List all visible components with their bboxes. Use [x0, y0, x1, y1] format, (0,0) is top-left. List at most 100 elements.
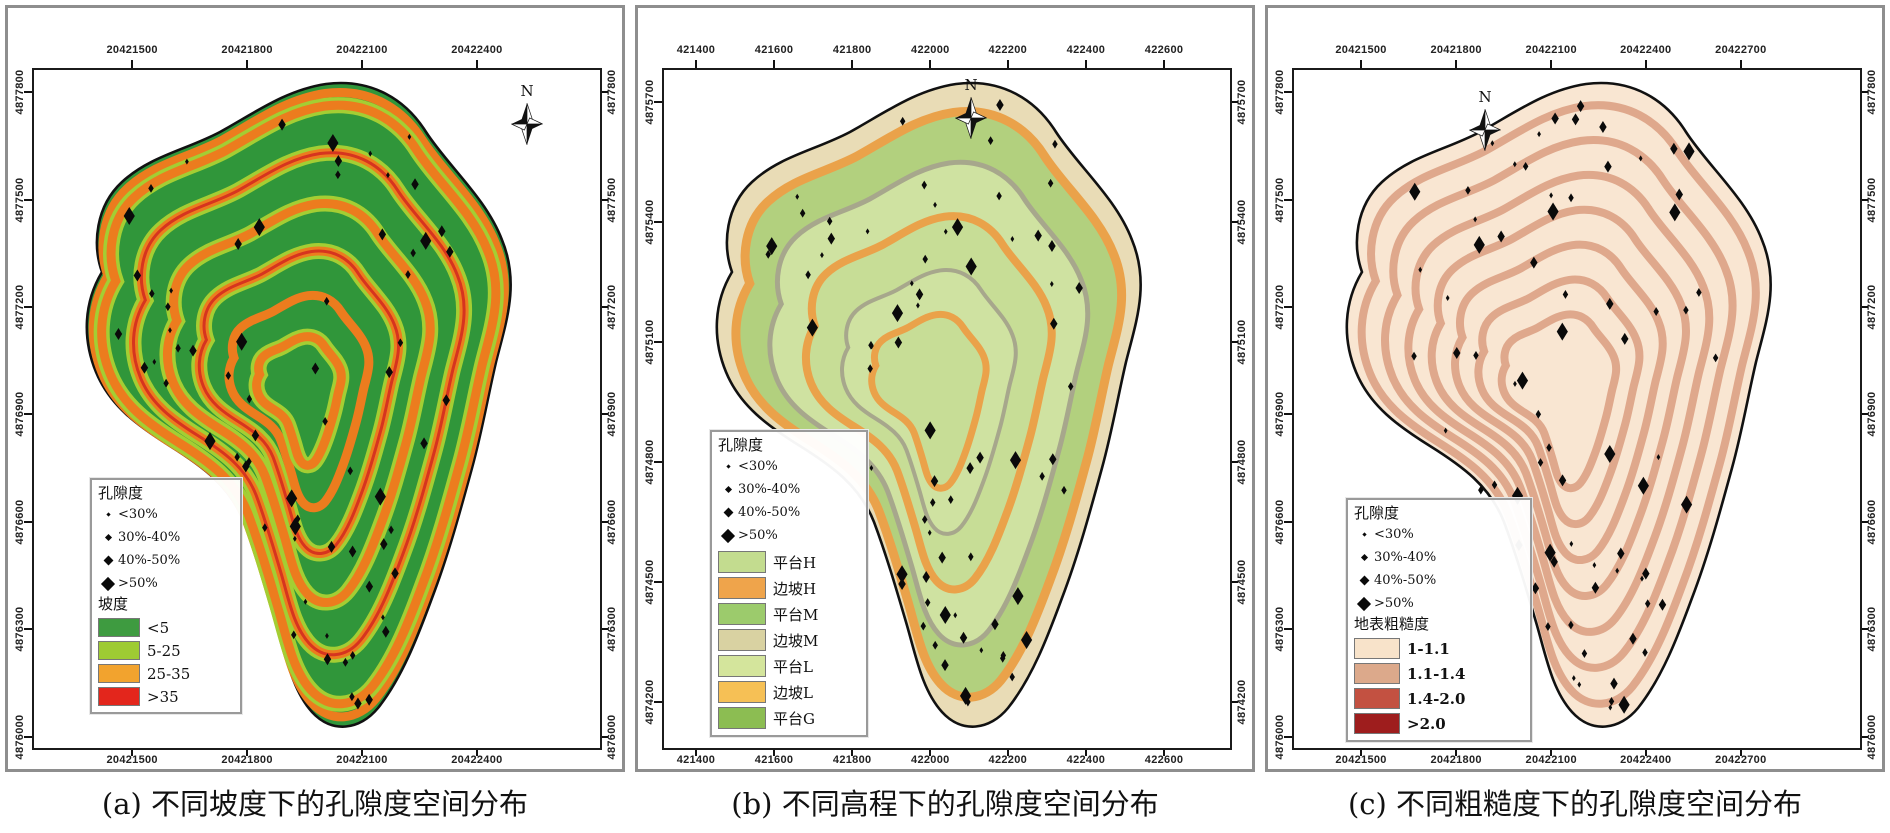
sample-point [999, 653, 1006, 663]
sample-point [382, 625, 390, 638]
sample-point [438, 225, 446, 238]
axis-tick [1284, 735, 1292, 738]
legend-class-item: 边坡H [718, 577, 860, 599]
legend-point-item: <30% [98, 503, 234, 526]
sample-point [1052, 139, 1058, 149]
sample-point [175, 343, 181, 353]
sample-point [335, 170, 341, 180]
legend-points-title: 孔隙度 [718, 436, 764, 454]
axis-tick [1860, 628, 1868, 631]
axis-tick [24, 628, 32, 631]
sample-point [446, 245, 454, 258]
axis-tick [600, 413, 608, 416]
axis-tick [1455, 60, 1458, 68]
sample-point [1556, 322, 1568, 341]
sample-point [1443, 427, 1448, 434]
sample-point [1680, 495, 1693, 514]
legend-class-item: 5-25 [98, 641, 234, 660]
legend-point-item: >50% [98, 572, 234, 595]
sample-point [442, 394, 450, 407]
legend-box: 孔隙度 <30% 30%-40% 40%-50% >50% 地表粗糙度 1-1.1 1.1-1… [1346, 498, 1532, 742]
sample-point [1604, 445, 1616, 464]
porosity-diamond-icon [98, 533, 118, 542]
legend-swatch [718, 707, 766, 729]
sample-point [152, 358, 157, 365]
axis-tick [1550, 60, 1553, 68]
sample-point [1531, 582, 1540, 595]
contour-ring [1357, 101, 1760, 708]
legend-class-label: 1.4-2.0 [1407, 689, 1466, 708]
axis-tick [1284, 413, 1292, 416]
sample-point [262, 523, 268, 532]
sample-point [1642, 567, 1650, 580]
legend-point-label: 40%-50% [738, 505, 801, 520]
axis-tick [851, 748, 854, 756]
map-canvas [1345, 81, 1772, 728]
sample-point [1577, 681, 1582, 688]
sample-point [996, 191, 1002, 201]
legend-classes-title: 坡度 [98, 595, 129, 613]
sample-point [987, 136, 994, 146]
sample-point [765, 249, 771, 259]
legend-class-item: >2.0 [1354, 713, 1524, 734]
sample-point [388, 525, 394, 535]
sample-point [1592, 562, 1597, 569]
sample-point [1571, 675, 1576, 682]
legend-class-item: 25-35 [98, 664, 234, 683]
legend-swatch [1354, 688, 1400, 709]
contour-ring [252, 332, 346, 470]
sample-point [294, 514, 301, 524]
x-axis-label-top: 20422100 [336, 44, 388, 56]
north-arrow: N [1462, 90, 1508, 161]
legend-point-label: >50% [1374, 596, 1414, 611]
legend-class-label: 边坡L [773, 683, 813, 702]
legend-points-title: 孔隙度 [98, 484, 144, 502]
plot-area: N 孔隙度 <30% 30%-40% 40%-50% >50% 地表粗糙度 1-1.1 1.1-… [1292, 68, 1862, 750]
legend-point-label: 40%-50% [1374, 573, 1437, 588]
sample-point [1009, 672, 1015, 682]
axis-tick [600, 198, 608, 201]
sample-point [349, 650, 356, 660]
axis-tick [360, 60, 363, 68]
sample-point [334, 154, 343, 167]
sample-point [325, 632, 329, 639]
sample-point [1497, 230, 1505, 243]
sample-point [168, 327, 172, 334]
sample-point [1067, 382, 1074, 391]
sample-point [1537, 131, 1541, 138]
sample-point [1061, 485, 1067, 495]
sample-point [1712, 353, 1719, 363]
sample-point [827, 232, 836, 245]
elevation-zone [868, 310, 990, 492]
sample-point [927, 529, 932, 536]
axis-tick [773, 60, 776, 68]
sample-point [1473, 351, 1479, 360]
axis-tick [1860, 305, 1868, 308]
sample-point [938, 551, 946, 564]
sample-point [1009, 451, 1022, 470]
axis-tick [360, 748, 363, 756]
contour-ring [162, 198, 435, 607]
axis-tick [1860, 198, 1868, 201]
axis-tick [1163, 748, 1166, 756]
sample-point [1617, 547, 1625, 560]
legend-point-item: <30% [1354, 523, 1524, 546]
porosity-diamond-icon [718, 464, 738, 469]
sample-point [1537, 458, 1544, 467]
sample-point [1675, 188, 1683, 201]
sample-point [1599, 121, 1607, 134]
sample-point [899, 116, 906, 126]
axis-tick [1006, 748, 1009, 756]
sample-point [996, 99, 1004, 112]
sample-point [365, 693, 373, 706]
sample-point [1511, 486, 1524, 505]
x-axis-label-bottom: 422600 [1144, 754, 1184, 766]
sample-point [1558, 474, 1567, 487]
legend-point-item: <30% [718, 455, 860, 478]
porosity-diamond-icon [98, 555, 118, 566]
legend-point-label: <30% [1374, 527, 1414, 542]
sample-point [766, 237, 778, 256]
north-label: N [1478, 88, 1492, 106]
sample-point [1513, 380, 1517, 387]
